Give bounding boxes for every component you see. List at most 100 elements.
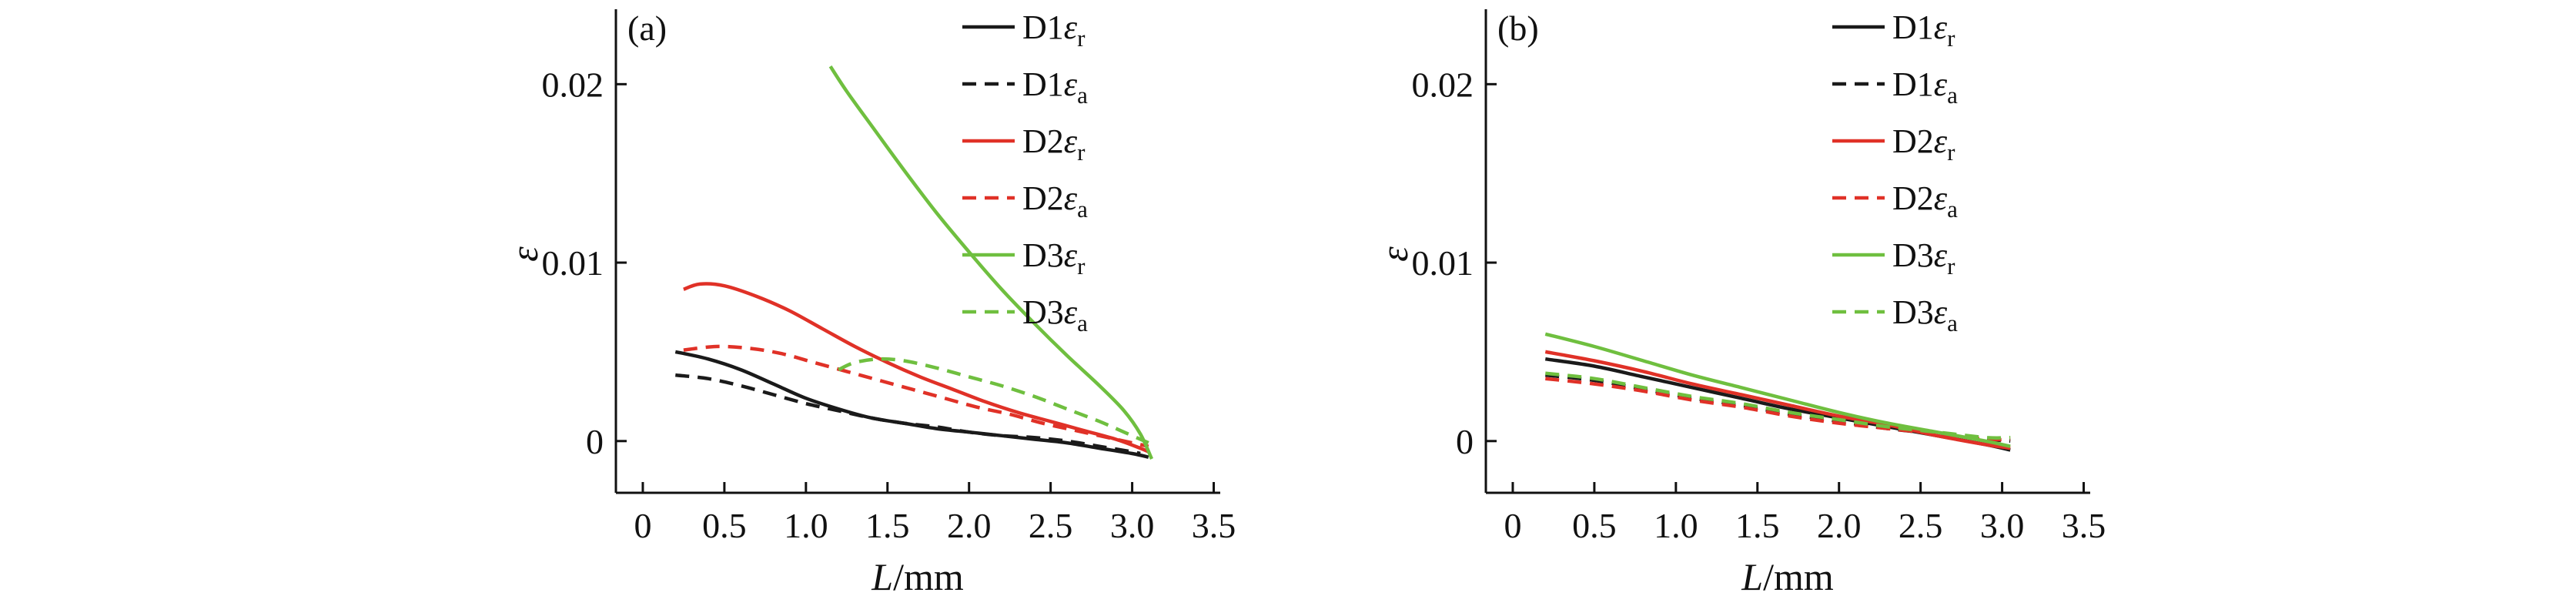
curve-3 — [683, 344, 1149, 448]
y-tick-label: 0.02 — [1412, 65, 1474, 104]
x-tick-label: 0 — [634, 506, 651, 545]
x-tick-label: 1.5 — [865, 506, 910, 545]
legend-label-5: D3εa — [1892, 293, 1958, 336]
x-axis-title-b: L/mm — [1741, 555, 1834, 598]
legend-label-subscript: a — [1077, 196, 1088, 223]
legend-label-symbol: ε — [1064, 179, 1078, 217]
curves-b — [1544, 332, 2011, 452]
legend-label-subscript: r — [1947, 253, 1955, 280]
legend-label-prefix: D3 — [1892, 293, 1934, 331]
curves-a — [674, 65, 1154, 460]
legend-label-symbol: ε — [1934, 122, 1948, 160]
legend-label-prefix: D2 — [1892, 122, 1934, 160]
legend-label-subscript: a — [1947, 82, 1958, 109]
legend-label-symbol: ε — [1064, 8, 1078, 46]
legend-label-prefix: D2 — [1022, 179, 1064, 217]
curve-2 — [683, 282, 1149, 454]
panel-b: 0 0.5 1.0 1.5 2.0 2.5 3.0 3.500.010.02 D1εrD1εa… — [1373, 8, 2106, 598]
legend-label-subscript: a — [1077, 310, 1088, 336]
x-tick-label: 3.5 — [1192, 506, 1236, 545]
legend-label-symbol: ε — [1934, 293, 1948, 331]
legend-label-2: D2εr — [1022, 122, 1086, 166]
curve-1 — [675, 373, 1141, 456]
curve-4 — [828, 65, 1154, 460]
x-tick-label: 0.5 — [702, 506, 747, 545]
y-axis-title-a: ε — [503, 246, 546, 262]
tick-labels-a: 0 0.5 1.0 1.5 2.0 2.5 3.0 3.5 0 0.01 0.02 — [542, 65, 1236, 545]
legend-label-symbol: ε — [1934, 236, 1948, 274]
legend-label-subscript: r — [1077, 139, 1086, 166]
legend-label-2: D2εr — [1892, 122, 1955, 166]
x-tick-label: 3.0 — [1980, 506, 2025, 545]
curve-2 — [1544, 350, 2011, 450]
axes-b — [1484, 9, 2090, 494]
x-tick-label: 2.0 — [947, 506, 992, 545]
legend-label-symbol: ε — [1934, 179, 1948, 217]
legend-label-4: D3εr — [1022, 236, 1086, 280]
x-tick-label: 0 — [1504, 506, 1521, 545]
x-axis-title-unit: /mm — [1763, 555, 1834, 598]
legend-label-symbol: ε — [1934, 65, 1948, 103]
legend-label-1: D1εa — [1022, 65, 1088, 109]
x-axis-title-unit: /mm — [893, 555, 964, 598]
legend-label-0: D1εr — [1022, 8, 1086, 52]
ticks-b — [1486, 82, 2086, 493]
axes-a — [614, 9, 1220, 494]
curve-5 — [1545, 371, 2011, 440]
legend-label-symbol: ε — [1064, 293, 1078, 331]
x-tick-label: 2.5 — [1029, 506, 1073, 545]
legend-label-prefix: D3 — [1022, 236, 1064, 274]
legend-label-prefix: D2 — [1022, 122, 1064, 160]
legend-label-4: D3εr — [1892, 236, 1955, 280]
x-tick-label: 2.5 — [1899, 506, 1943, 545]
x-tick-label: 1.0 — [1654, 506, 1698, 545]
x-tick-label: 3.5 — [2062, 506, 2106, 545]
legend-label-symbol: ε — [1934, 8, 1948, 46]
ticks-a — [616, 82, 1216, 493]
legend-label-subscript: r — [1947, 25, 1955, 52]
legend-label-prefix: D3 — [1892, 236, 1934, 274]
x-tick-label: 3.0 — [1110, 506, 1155, 545]
panel-label-b: (b) — [1497, 8, 1539, 48]
y-tick-label: 0.01 — [1412, 243, 1474, 283]
legend-label-3: D2εa — [1022, 179, 1088, 223]
legend-label-prefix: D1 — [1022, 65, 1064, 103]
x-axis-title-symbol: L — [871, 555, 893, 598]
curve-5 — [838, 357, 1149, 445]
x-tick-label: 1.5 — [1735, 506, 1780, 545]
legend-label-prefix: D1 — [1892, 65, 1934, 103]
panel-a: 0 0.5 1.0 1.5 2.0 2.5 3.0 3.500.010.02 D1εrD1εa… — [503, 8, 1236, 598]
x-tick-label: 1.0 — [784, 506, 828, 545]
x-tick-label: 2.0 — [1817, 506, 1862, 545]
panel-label-a: (a) — [627, 8, 667, 48]
legend-label-0: D1εr — [1892, 8, 1955, 52]
legend-label-prefix: D2 — [1892, 179, 1934, 217]
legend-label-symbol: ε — [1064, 65, 1078, 103]
y-tick-label: 0.01 — [542, 243, 604, 283]
legend-label-symbol: ε — [1064, 236, 1078, 274]
legend-label-subscript: r — [1077, 25, 1086, 52]
tick-labels-b: 0 0.5 1.0 1.5 2.0 2.5 3.0 3.5 0 0.01 0.02 — [1412, 65, 2106, 545]
y-axis-title-b: ε — [1373, 246, 1416, 262]
legend-label-5: D3εa — [1022, 293, 1088, 336]
legend-label-subscript: a — [1077, 82, 1088, 109]
legend-label-subscript: r — [1077, 253, 1086, 280]
curve-4 — [1544, 332, 2011, 448]
legend-label-subscript: a — [1947, 310, 1958, 336]
y-tick-label: 0 — [586, 422, 604, 461]
x-axis-title-a: L/mm — [871, 555, 964, 598]
y-tick-label: 0 — [1456, 422, 1474, 461]
x-tick-label: 0.5 — [1572, 506, 1617, 545]
legend-label-prefix: D3 — [1022, 293, 1064, 331]
legend-label-prefix: D1 — [1022, 8, 1064, 46]
legend-label-3: D2εa — [1892, 179, 1958, 223]
y-tick-label: 0.02 — [542, 65, 604, 104]
legend-label-subscript: a — [1947, 196, 1958, 223]
legend-label-1: D1εa — [1892, 65, 1958, 109]
legend-label-prefix: D1 — [1892, 8, 1934, 46]
legend-label-symbol: ε — [1064, 122, 1078, 160]
x-axis-title-symbol: L — [1741, 555, 1763, 598]
